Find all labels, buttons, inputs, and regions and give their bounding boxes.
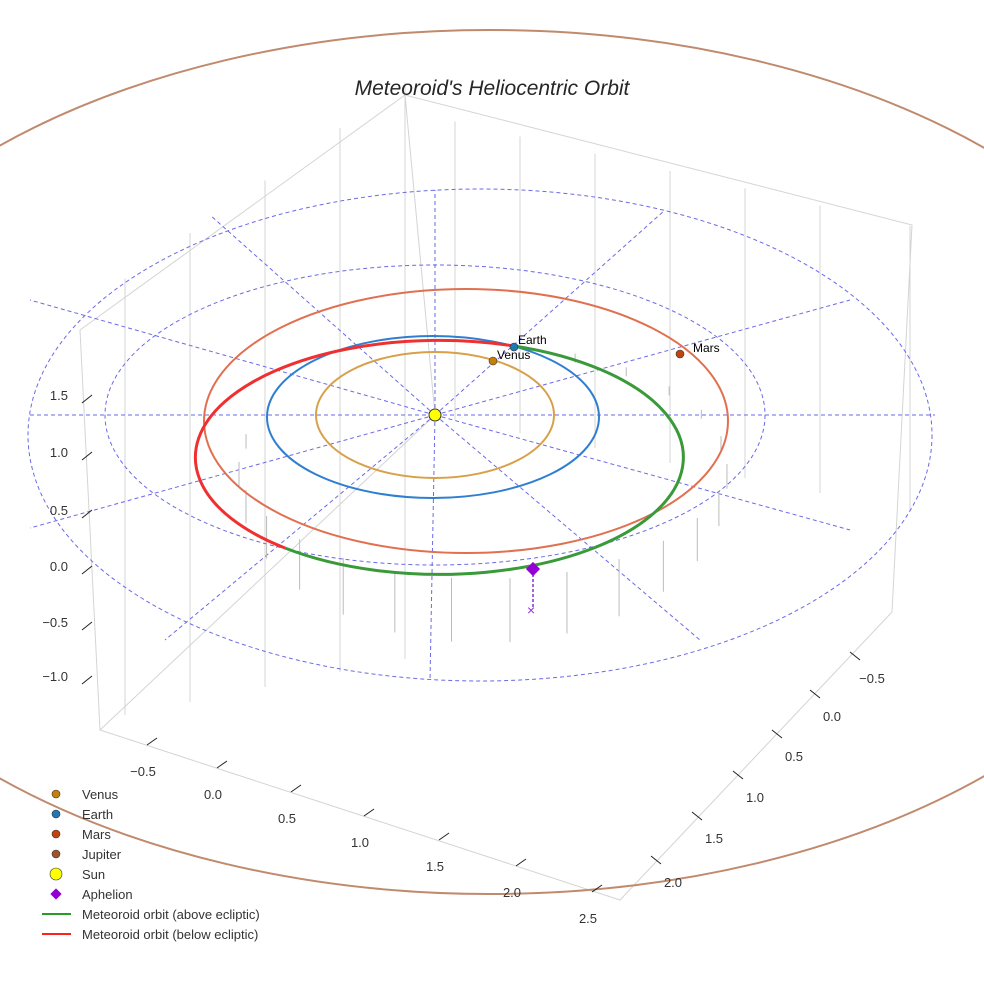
y-tick-mark <box>732 770 744 780</box>
legend-marker-icon <box>51 789 61 799</box>
legend-label: Sun <box>82 867 105 882</box>
chart-title: Meteoroid's Heliocentric Orbit <box>355 77 631 100</box>
y-tick-label: 0.5 <box>785 749 803 764</box>
x-tick-label: 0.0 <box>204 787 222 802</box>
x-tick-mark <box>290 784 302 793</box>
earth-orbit <box>266 335 600 499</box>
legend-marker-icon <box>49 867 63 881</box>
legend-label: Meteoroid orbit (above ecliptic) <box>82 907 260 922</box>
y-tick-mark <box>809 689 821 699</box>
legend: Venus Earth Mars Jupiter Sun Aphelion Meteoroi… <box>42 787 260 942</box>
legend-label: Venus <box>82 787 119 802</box>
z-tick-label: 1.5 <box>50 388 68 403</box>
y-tick-label: −0.5 <box>859 671 885 686</box>
legend-label: Jupiter <box>82 847 122 862</box>
x-tick-mark <box>591 884 603 893</box>
z-tick-mark <box>81 675 93 685</box>
z-tick-label: 0.5 <box>50 503 68 518</box>
legend-marker-icon <box>51 849 61 859</box>
y-tick-label: 1.0 <box>746 790 764 805</box>
x-tick-label: 0.5 <box>278 811 296 826</box>
y-tick-label: 1.5 <box>705 831 723 846</box>
mars-orbit <box>203 288 729 554</box>
x-tick-mark <box>146 737 158 746</box>
meteoroid-orbit-below <box>193 338 515 550</box>
x-tick-mark <box>515 858 527 867</box>
x-tick-label: 1.0 <box>351 835 369 850</box>
mars-label: Mars <box>693 341 720 355</box>
z-tick-mark <box>81 565 93 575</box>
y-tick-mark <box>650 855 662 865</box>
mars-marker <box>675 349 685 359</box>
legend-marker-icon <box>51 809 61 819</box>
legend-diamond-icon <box>50 888 62 900</box>
y-tick-mark <box>849 651 861 661</box>
earth-marker <box>509 342 519 352</box>
x-tick-label: 1.5 <box>426 859 444 874</box>
legend-label: Earth <box>82 807 113 822</box>
z-tick-mark <box>81 394 93 404</box>
y-tick-label: 2.0 <box>664 875 682 890</box>
x-tick-label: 2.0 <box>503 885 521 900</box>
venus-marker <box>488 356 498 366</box>
y-tick-label: 0.0 <box>823 709 841 724</box>
sun-marker <box>428 408 442 422</box>
x-tick-mark <box>216 760 228 769</box>
meteoroid-orbit-above <box>284 344 685 576</box>
y-tick-mark <box>771 729 783 739</box>
venus-orbit <box>315 351 555 479</box>
legend-label: Meteoroid orbit (below ecliptic) <box>82 927 258 942</box>
z-tick-mark <box>81 509 93 519</box>
x-tick-mark <box>438 832 450 841</box>
ecliptic-grid <box>27 188 935 682</box>
aphelion-marker <box>525 561 541 577</box>
legend-label: Mars <box>82 827 111 842</box>
x-tick-label: 2.5 <box>579 911 597 926</box>
z-tick-label: −1.0 <box>42 669 68 684</box>
venus-label: Venus <box>497 348 530 362</box>
x-tick-label: −0.5 <box>130 764 156 779</box>
z-tick-mark <box>81 621 93 631</box>
z-tick-label: −0.5 <box>42 615 68 630</box>
jupiter-orbit <box>0 29 984 895</box>
y-tick-mark <box>691 811 703 821</box>
z-tick-mark <box>81 451 93 461</box>
orbit-droplines <box>238 353 728 643</box>
axis-panes <box>79 82 913 901</box>
earth-label: Earth <box>518 333 547 347</box>
legend-marker-icon <box>51 829 61 839</box>
x-tick-mark <box>363 808 375 817</box>
z-tick-label: 1.0 <box>50 445 68 460</box>
aphelion-projection-icon: × <box>527 602 535 618</box>
z-tick-label: 0.0 <box>50 559 68 574</box>
legend-label: Aphelion <box>82 887 133 902</box>
